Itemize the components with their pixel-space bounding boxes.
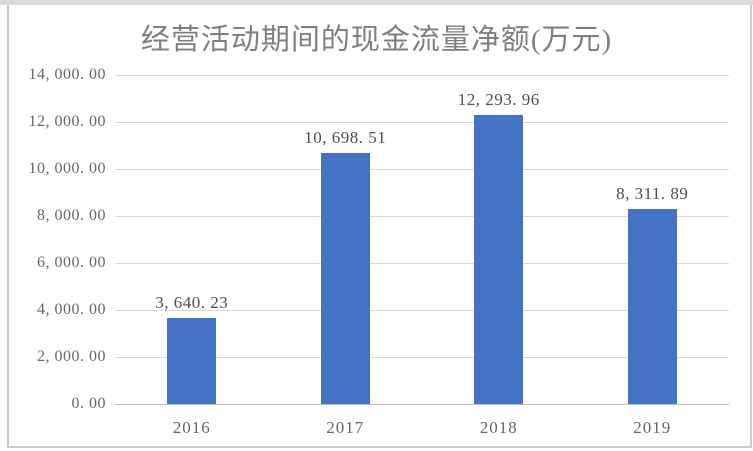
- x-axis-label-2018: 2018: [479, 418, 518, 437]
- data-label-2019: 8, 311. 89: [616, 183, 689, 203]
- x-axis-label-2017: 2017: [326, 418, 365, 437]
- x-axis-line: [115, 403, 729, 405]
- y-axis-tick-label: 2, 000. 00: [37, 348, 106, 365]
- y-axis-tick-label: 14, 000. 00: [28, 66, 106, 83]
- y-axis-tick-label: 6, 000. 00: [37, 254, 106, 271]
- gridline: [115, 168, 729, 170]
- x-axis-label-2016: 2016: [172, 418, 211, 437]
- y-axis-tick-label: 10, 000. 00: [28, 160, 106, 177]
- gridline: [115, 262, 729, 264]
- window-top-edge: [0, 0, 753, 5]
- x-axis-label-2019: 2019: [633, 418, 672, 437]
- y-axis-tick-label: 4, 000. 00: [37, 301, 106, 318]
- data-label-2018: 12, 293. 96: [457, 90, 540, 110]
- y-axis-tick-label: 0. 00: [71, 395, 106, 412]
- bar-2019: [627, 208, 677, 404]
- y-axis-tick-label: 8, 000. 00: [37, 207, 106, 224]
- y-axis-tick-label: 12, 000. 00: [28, 113, 106, 130]
- chart-title: 经营活动期间的现金流量净额(万元): [140, 24, 613, 56]
- gridline: [115, 356, 729, 358]
- gridline: [115, 309, 729, 311]
- data-label-2016: 3, 640. 23: [155, 293, 229, 313]
- bar-2016: [167, 318, 217, 404]
- bar-2018: [474, 115, 524, 404]
- bar-2017: [320, 152, 370, 404]
- data-label-2017: 10, 698. 51: [304, 127, 387, 147]
- gridline: [115, 215, 729, 217]
- gridline: [115, 74, 729, 76]
- gridline: [115, 121, 729, 123]
